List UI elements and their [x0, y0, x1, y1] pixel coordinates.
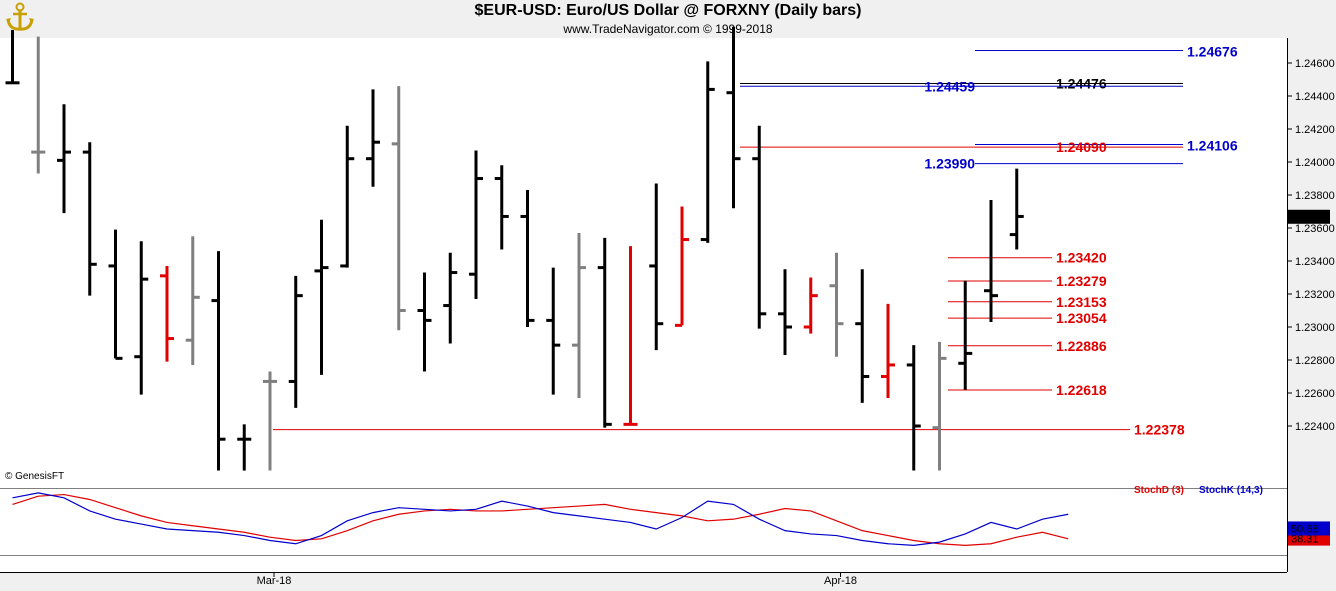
- level-label: 1.22886: [1056, 338, 1107, 354]
- y-tick-label: 1.22400: [1295, 421, 1335, 433]
- anchor-logo-icon: [6, 2, 34, 31]
- price-bar: [597, 237, 612, 428]
- y-tick-label: 1.24000: [1295, 157, 1335, 169]
- price-bar: [263, 371, 277, 471]
- price-bar: [700, 61, 715, 243]
- copyright-label: © GenesisFT: [5, 471, 64, 482]
- level-label: 1.23990: [924, 156, 975, 172]
- stoch-line: [12, 493, 1069, 547]
- price-bar: [778, 269, 792, 356]
- stoch-value-label: 50.68: [1291, 523, 1319, 535]
- y-tick-label: 1.22600: [1295, 388, 1335, 400]
- y-tick-label: 1.23200: [1295, 289, 1335, 301]
- level-label: 1.24459: [924, 78, 975, 94]
- level-label: 1.23153: [1056, 294, 1107, 310]
- price-bar: [469, 150, 483, 299]
- level-label: 1.22618: [1056, 382, 1107, 398]
- stoch-value-label: 38.31: [1291, 534, 1319, 546]
- legend-stochd: StochD (3): [1134, 485, 1184, 496]
- y-tick-label: 1.23000: [1295, 322, 1335, 334]
- price-bar: [288, 275, 303, 408]
- y-tick-label: 1.23400: [1295, 256, 1335, 268]
- chart-title: $EUR-USD: Euro/US Dollar @ FORXNY (Daily…: [474, 2, 862, 19]
- price-bar: [391, 86, 406, 331]
- price-bar: [623, 246, 638, 426]
- level-label: 1.23420: [1056, 250, 1107, 266]
- price-bar: [906, 345, 921, 471]
- chart-subtitle: www.TradeNavigator.com © 1999-2018: [563, 22, 773, 36]
- price-bar: [443, 252, 458, 344]
- legend-stochk: StochK (14,3): [1199, 485, 1263, 496]
- price-bar: [340, 125, 355, 268]
- price-bar: [675, 206, 689, 327]
- price-bar: [211, 251, 226, 471]
- price-bar: [881, 303, 895, 398]
- price-bar: [649, 183, 664, 351]
- stoch-line: [12, 492, 1069, 547]
- price-bar: [984, 199, 998, 323]
- stochastic-pane: [0, 489, 1287, 572]
- price-bar: [366, 89, 380, 187]
- y-tick-label: 1.24600: [1295, 58, 1335, 70]
- level-label: 1.23279: [1056, 273, 1107, 289]
- price-bar: [160, 265, 174, 362]
- level-label: 1.24676: [1187, 43, 1238, 59]
- price-bar: [5, 30, 20, 85]
- price-pane: [0, 38, 1287, 488]
- price-bar: [546, 267, 561, 395]
- price-bar: [494, 165, 509, 250]
- price-bar: [417, 272, 432, 372]
- x-tick-label: Mar-18: [257, 575, 292, 587]
- price-bar: [1009, 168, 1024, 250]
- price-bar: [134, 241, 149, 395]
- x-tick-label: Apr-18: [824, 575, 857, 587]
- chart-header: $EUR-USD: Euro/US Dollar @ FORXNY (Daily…: [0, 0, 1336, 38]
- level-label: 1.24106: [1187, 138, 1238, 154]
- price-bar: [82, 142, 97, 296]
- price-bar: [803, 277, 818, 334]
- price-bar: [314, 219, 329, 375]
- last-price-box: [1288, 209, 1330, 224]
- price-bar: [237, 424, 252, 471]
- level-label: 1.23054: [1056, 310, 1107, 326]
- price-bar: [958, 280, 973, 390]
- y-tick-label: 1.22800: [1295, 355, 1335, 367]
- price-bar: [726, 26, 741, 209]
- stoch-value-box: [1288, 521, 1330, 536]
- price-bar: [520, 190, 535, 327]
- price-bar: [57, 104, 71, 214]
- price-bar: [855, 269, 870, 403]
- y-tick-label: 1.23600: [1295, 223, 1335, 235]
- price-bar: [108, 229, 123, 360]
- price-bar: [932, 341, 947, 471]
- level-label: 1.24476: [1056, 75, 1107, 91]
- price-bar: [185, 236, 200, 365]
- y-tick-label: 1.23800: [1295, 190, 1335, 202]
- y-tick-label: 1.24400: [1295, 91, 1335, 103]
- last-price-label: 1.23668: [1290, 212, 1330, 224]
- price-bar: [829, 252, 844, 357]
- price-bar: [572, 232, 586, 398]
- level-label: 1.22378: [1134, 422, 1185, 438]
- level-label: 1.24090: [1056, 139, 1107, 155]
- price-bar: [31, 36, 46, 174]
- price-bar: [752, 125, 767, 329]
- y-tick-label: 1.24200: [1295, 124, 1335, 136]
